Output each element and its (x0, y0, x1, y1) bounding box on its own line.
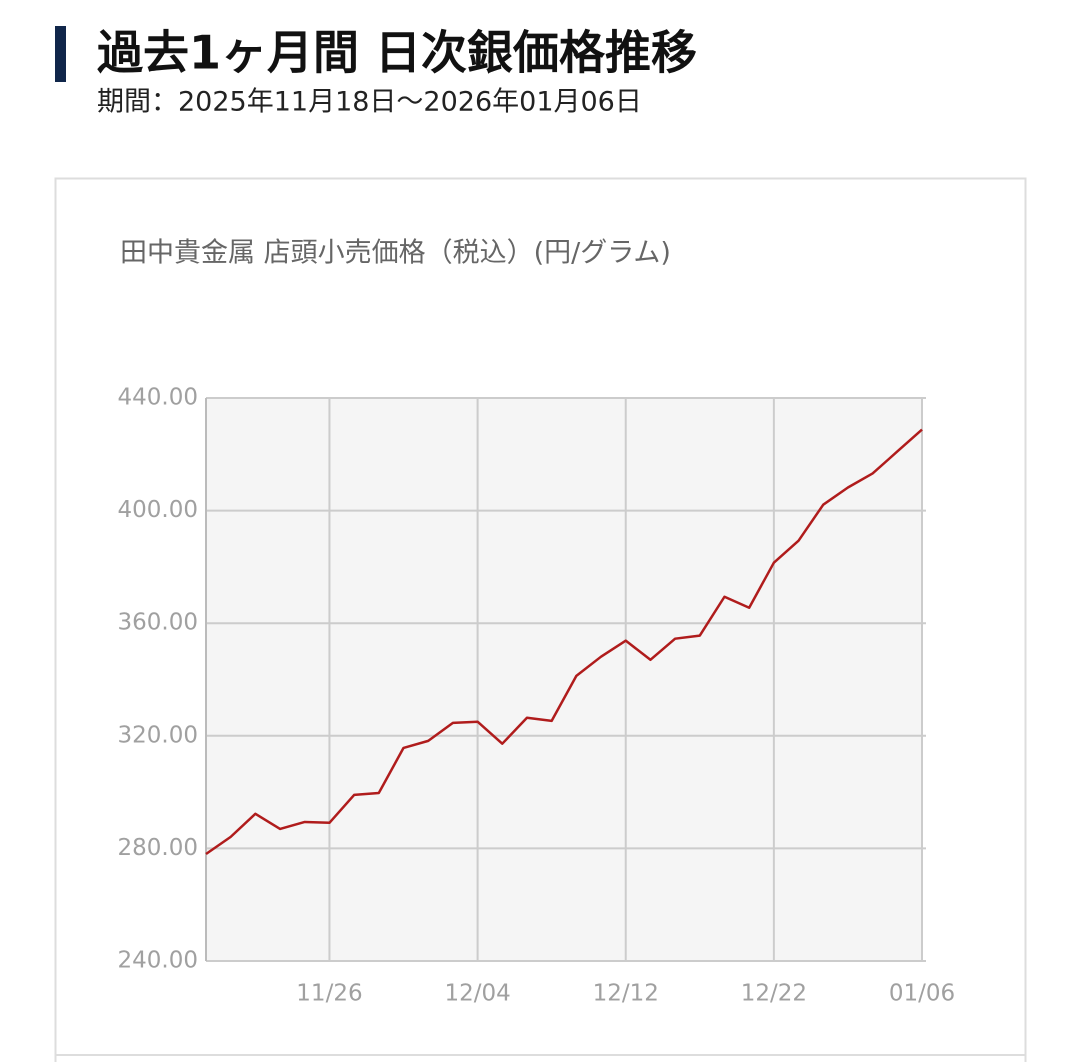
data-line (205, 428, 923, 856)
chart-title: 田中貴金属 店頭小売価格（税込）(円/グラム) (120, 238, 671, 269)
page-title: 過去1ヶ月間 日次銀価格推移 (97, 26, 697, 80)
x-tick-label: 12/12 (593, 981, 659, 1007)
y-tick-label: 400.00 (118, 497, 198, 523)
x-tick-label: 01/06 (889, 981, 955, 1007)
x-tick-label: 11/26 (296, 981, 362, 1007)
x-tick-label: 12/04 (444, 981, 510, 1007)
x-tick-label: 12/22 (741, 981, 807, 1007)
plot-background (206, 398, 922, 961)
y-tick-label: 240.00 (118, 948, 198, 974)
y-tick-label: 320.00 (118, 722, 198, 748)
y-tick-label: 360.00 (118, 610, 198, 636)
y-tick-label: 280.00 (118, 835, 198, 861)
header-accent (55, 26, 66, 82)
y-tick-label: 440.00 (118, 385, 198, 411)
page-subtitle: 期間：2025年11月18日〜2026年01月06日 (97, 87, 642, 118)
plot: 240.00 280.00 320.00 360.00 400.00 440.00 11/2… (118, 385, 956, 1007)
